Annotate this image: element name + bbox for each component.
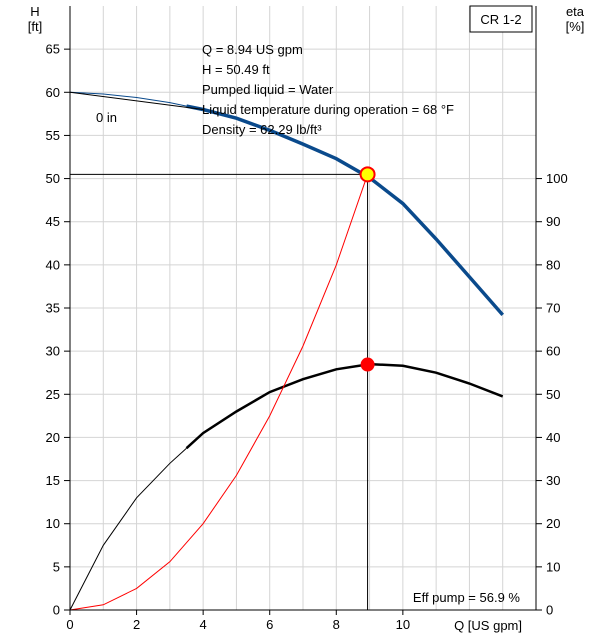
left-tick-label: 40 [46,257,60,272]
left-tick-label: 60 [46,85,60,100]
curves [69,91,505,611]
info-line-1: Q = 8.94 US gpm [202,42,303,57]
grid [70,6,536,610]
right-tick-label: 90 [546,214,560,229]
x-tick-label: 4 [200,617,207,632]
head-curve-thin [69,91,187,107]
duty-point-marker [359,166,376,183]
x-tick-label: 10 [396,617,410,632]
x-axis-label: Q [US gpm] [454,618,522,633]
x-tick-label: 8 [333,617,340,632]
right-tick-label: 100 [546,171,568,186]
left-axis-label-line1: H [30,4,39,19]
left-tick-label: 0 [53,603,60,618]
info-line-4: Liquid temperature during operation = 68… [202,102,454,117]
system-curve [69,174,369,611]
model-label-box [469,5,533,33]
efficiency-label: Eff pump = 56.9 % [413,590,521,605]
right-axis-label-line2: [%] [566,19,585,34]
right-axis-label-line1: eta [566,4,585,19]
model-label: CR 1-2 [480,12,521,27]
left-tick-label: 35 [46,301,60,316]
impeller-leader-line [69,91,204,111]
left-tick-label: 20 [46,430,60,445]
left-tick-label: 15 [46,473,60,488]
right-tick-label: 50 [546,387,560,402]
info-line-5: Density = 62.29 lb/ft³ [202,122,322,137]
info-line-3: Pumped liquid = Water [202,82,334,97]
right-tick-label: 40 [546,430,560,445]
right-tick-label: 80 [546,257,560,272]
left-tick-label: 50 [46,171,60,186]
head-curve [186,104,505,317]
right-tick-label: 10 [546,559,560,574]
left-axis-label-line2: [ft] [28,19,42,34]
efficiency-curve [185,362,504,450]
left-tick-label: 5 [53,559,60,574]
x-tick-label: 0 [66,617,73,632]
right-tick-label: 60 [546,344,560,359]
left-tick-label: 55 [46,128,60,143]
left-tick-label: 10 [46,516,60,531]
tick-labels: 0510152025303540455055606501020304050607… [46,42,568,632]
right-tick-label: 0 [546,603,553,618]
left-tick-label: 30 [46,344,60,359]
right-tick-label: 20 [546,516,560,531]
info-line-2: H = 50.49 ft [202,62,270,77]
impeller-label: 0 in [96,110,117,125]
left-tick-label: 65 [46,42,60,57]
x-tick-label: 6 [266,617,273,632]
left-tick-label: 45 [46,214,60,229]
left-tick-label: 25 [46,387,60,402]
duty-point-guides [69,91,369,610]
efficiency-curve-thin [69,447,187,611]
efficiency-point-marker [360,357,375,372]
x-tick-label: 2 [133,617,140,632]
right-tick-label: 30 [546,473,560,488]
right-tick-label: 70 [546,301,560,316]
markers [359,166,376,372]
